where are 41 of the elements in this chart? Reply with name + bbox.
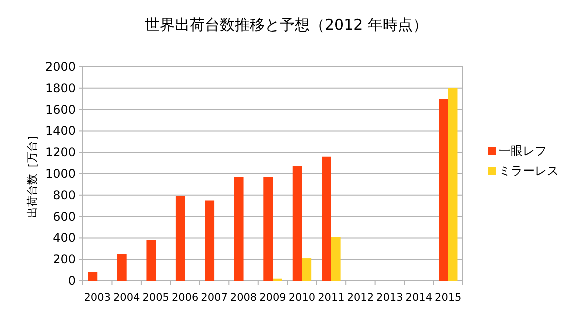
y-tick-label: 1400 [45,124,76,138]
x-tick-label: 2011 [318,292,345,304]
x-tick-label: 2010 [288,292,316,304]
bar [448,88,458,281]
y-tick-label: 1800 [45,81,76,96]
chart-title: 世界出荷台数推移と予想（2012 年時点） [145,16,428,34]
y-tick-label: 1000 [45,167,76,181]
y-tick-label: 400 [53,231,76,246]
y-tick-label: 0 [68,274,76,288]
x-tick-label: 2006 [172,292,199,304]
x-tick-label: 2005 [142,292,170,304]
bar [302,258,312,281]
x-tick-label: 2013 [376,292,404,304]
legend-label: ミラーレス [499,164,559,178]
y-tick-label: 1200 [45,146,76,160]
bar [176,196,186,281]
x-tick-label: 2004 [113,292,141,304]
x-tick-label: 2012 [347,292,374,304]
bar [292,166,302,281]
bar [205,200,215,281]
bar [322,156,332,281]
x-tick-label: 2008 [230,292,258,304]
legend-label: 一眼レフ [499,144,547,158]
bar [88,272,98,281]
x-tick-label: 2003 [84,292,111,304]
x-tick-label: 2007 [201,292,228,304]
bar [234,177,244,281]
y-tick-label: 200 [53,252,76,267]
bar [331,237,341,281]
bar [264,177,273,281]
bar [439,99,448,281]
x-tick-label: 2009 [260,292,286,304]
bar [146,240,156,281]
x-tick-label: 2015 [435,292,462,304]
x-tick-label: 2014 [406,292,433,304]
y-tick-label: 2000 [45,60,76,74]
y-tick-label: 800 [53,188,76,202]
y-tick-label: 1600 [45,102,76,117]
bar [117,254,127,281]
y-tick-label: 600 [53,210,76,224]
y-axis-title: 出荷台数［万台］ [26,130,39,218]
